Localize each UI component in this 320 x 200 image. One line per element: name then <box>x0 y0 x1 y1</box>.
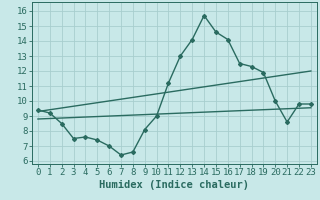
X-axis label: Humidex (Indice chaleur): Humidex (Indice chaleur) <box>100 180 249 190</box>
